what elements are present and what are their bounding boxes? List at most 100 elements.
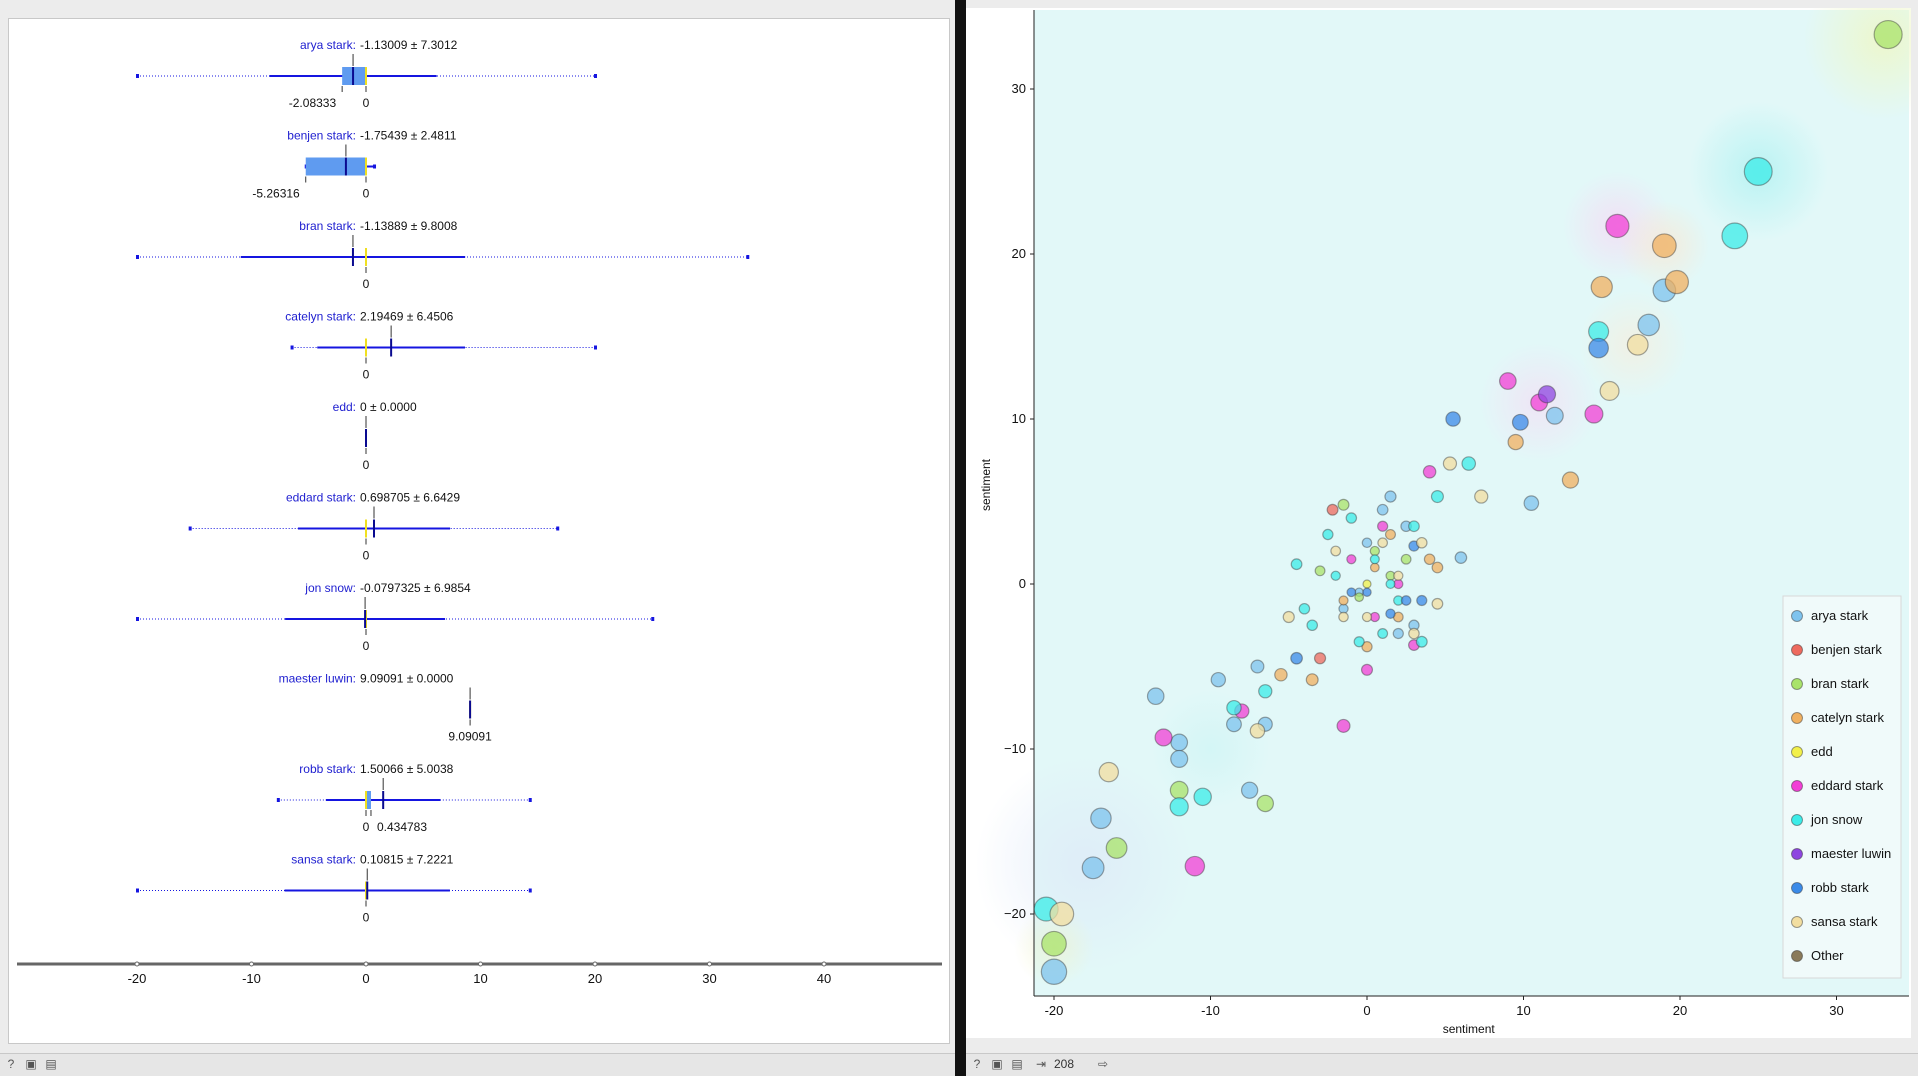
box-row-name: arya stark: bbox=[300, 38, 356, 52]
box-plot-svg[interactable]: arya stark: -1.13009 ± 7.3012-2.08333 0ben… bbox=[9, 19, 949, 1043]
point-sansa-stark bbox=[1626, 333, 1649, 356]
box-x-tick bbox=[478, 961, 483, 967]
whisker-max-cap bbox=[528, 798, 532, 802]
point-bran-stark bbox=[1354, 592, 1365, 603]
point-catelyn-stark bbox=[1384, 528, 1397, 541]
point-bran-stark bbox=[1169, 780, 1189, 800]
point-arya-stark bbox=[1226, 716, 1242, 733]
input-data-icon[interactable]: ⇥ bbox=[1035, 1057, 1047, 1071]
point-sansa-stark bbox=[1377, 537, 1389, 549]
legend-swatch-maester-luwin bbox=[1791, 848, 1803, 860]
box-x-tick bbox=[707, 961, 712, 967]
point-eddard-stark bbox=[1422, 464, 1437, 479]
iqr-box bbox=[305, 157, 366, 176]
legend-label-edd: edd bbox=[1811, 744, 1833, 759]
point-robb-stark bbox=[1400, 595, 1412, 606]
scatter-y-tick-label: −20 bbox=[1004, 906, 1026, 921]
point-eddard-stark bbox=[1584, 404, 1604, 424]
point-eddard-stark bbox=[1184, 855, 1206, 877]
box-row-stats: 0 ± 0.0000 bbox=[360, 400, 417, 414]
help-icon[interactable]: ? bbox=[973, 1057, 981, 1071]
point-jon-snow bbox=[1193, 787, 1212, 807]
whisker-min-cap bbox=[136, 74, 139, 78]
box-row-name: sansa stark: bbox=[291, 853, 356, 867]
save-image-icon[interactable]: ▣ bbox=[991, 1057, 1003, 1071]
point-arya-stark bbox=[1361, 537, 1373, 549]
point-arya-stark bbox=[1170, 733, 1189, 752]
point-arya-stark bbox=[1384, 490, 1397, 503]
point-jon-snow bbox=[1408, 520, 1420, 533]
point-eddard-stark bbox=[1360, 663, 1374, 676]
point-jon-snow bbox=[1385, 578, 1396, 590]
legend-swatch-benjen-stark bbox=[1791, 644, 1803, 656]
point-arya-stark bbox=[1210, 671, 1227, 688]
point-catelyn-stark bbox=[1369, 562, 1380, 573]
scatter-x-tick-label: -20 bbox=[1045, 1003, 1064, 1018]
scatter-x-tick-label: -10 bbox=[1201, 1003, 1220, 1018]
help-icon[interactable]: ? bbox=[7, 1057, 15, 1071]
box-row-stats: -0.0797325 ± 6.9854 bbox=[360, 581, 471, 595]
legend-swatch-jon-snow bbox=[1791, 814, 1803, 826]
legend-label-benjen-stark: benjen stark bbox=[1811, 642, 1882, 657]
whisker-max-cap bbox=[651, 617, 655, 621]
whisker-max-cap bbox=[746, 255, 750, 259]
point-bran-stark bbox=[1105, 837, 1128, 859]
report-icon[interactable]: ▤ bbox=[1011, 1057, 1023, 1071]
legend-swatch-sansa-stark bbox=[1791, 916, 1803, 928]
report-icon[interactable]: ▤ bbox=[45, 1057, 57, 1071]
scatter-y-tick-label: −10 bbox=[1004, 741, 1026, 756]
box-x-tick-label: 0 bbox=[362, 971, 369, 986]
box-x-tick bbox=[592, 961, 598, 967]
point-robb-stark bbox=[1416, 594, 1428, 607]
point-sansa-stark bbox=[1282, 610, 1295, 624]
box-row-stats: 1.50066 ± 5.0038 bbox=[360, 762, 454, 776]
box-row-name: robb stark: bbox=[299, 762, 356, 776]
data-count: 208 bbox=[1054, 1057, 1075, 1071]
density-region bbox=[1150, 689, 1271, 809]
whisker-max-cap bbox=[594, 345, 597, 350]
quartile-label: 0 bbox=[363, 368, 370, 382]
legend-swatch-edd bbox=[1791, 746, 1803, 758]
box-x-tick bbox=[821, 961, 827, 967]
iqr-box bbox=[342, 67, 366, 85]
box-row-stats: 9.09091 ± 0.0000 bbox=[360, 672, 454, 686]
point-arya-stark bbox=[1637, 313, 1660, 337]
point-catelyn-stark bbox=[1664, 269, 1690, 295]
output-data-icon[interactable]: ⇨ bbox=[1097, 1057, 1109, 1071]
quartile-label: 0 bbox=[363, 820, 370, 834]
point-bran-stark bbox=[1337, 498, 1350, 511]
quartile-label: 0 bbox=[363, 911, 370, 925]
box-x-tick-label: 20 bbox=[588, 971, 602, 986]
point-sansa-stark bbox=[1393, 570, 1404, 581]
quartile-label: 0 bbox=[363, 277, 370, 291]
point-catelyn-stark bbox=[1338, 595, 1349, 606]
scatter-plot-svg[interactable]: -20 -10 0 10 20 30 −20 −10 0 10 20 30 sentiment senti… bbox=[966, 0, 1918, 1038]
point-jon-snow bbox=[1169, 797, 1189, 817]
point-jon-snow bbox=[1430, 490, 1444, 504]
save-image-icon[interactable]: ▣ bbox=[25, 1057, 37, 1071]
scatter-x-tick-label: 0 bbox=[1363, 1003, 1370, 1018]
box-row-name: edd: bbox=[333, 400, 356, 414]
point-jon-snow bbox=[1258, 684, 1273, 699]
point-catelyn-stark bbox=[1590, 275, 1613, 299]
box-row-robb-stark: robb stark: 1.50066 ± 5.0038 0 0.434783 bbox=[276, 762, 532, 834]
point-sansa-stark bbox=[1442, 456, 1458, 471]
legend-label-eddard-stark: eddard stark bbox=[1811, 778, 1884, 793]
point-jon-snow bbox=[1721, 222, 1749, 250]
scatter-x-tick-label: 30 bbox=[1829, 1003, 1843, 1018]
box-row-stats: -1.75439 ± 2.4811 bbox=[360, 129, 457, 143]
point-jon-snow bbox=[1345, 512, 1358, 524]
box-row-stats: 2.19469 ± 6.4506 bbox=[360, 310, 454, 324]
scatter-y-tick-label: 30 bbox=[1012, 81, 1026, 96]
pane-divider[interactable] bbox=[955, 0, 966, 1076]
point-sansa-stark bbox=[1330, 545, 1342, 557]
point-bran-stark bbox=[1314, 565, 1326, 577]
whisker-min-cap bbox=[290, 345, 294, 350]
point-eddard-stark bbox=[1605, 213, 1630, 239]
legend-label-other: Other bbox=[1811, 948, 1844, 963]
point-catelyn-stark bbox=[1507, 433, 1524, 451]
point-sansa-stark bbox=[1599, 380, 1620, 401]
point-jon-snow bbox=[1306, 619, 1319, 632]
point-eddard-stark bbox=[1154, 728, 1173, 747]
point-jon-snow bbox=[1415, 635, 1428, 648]
